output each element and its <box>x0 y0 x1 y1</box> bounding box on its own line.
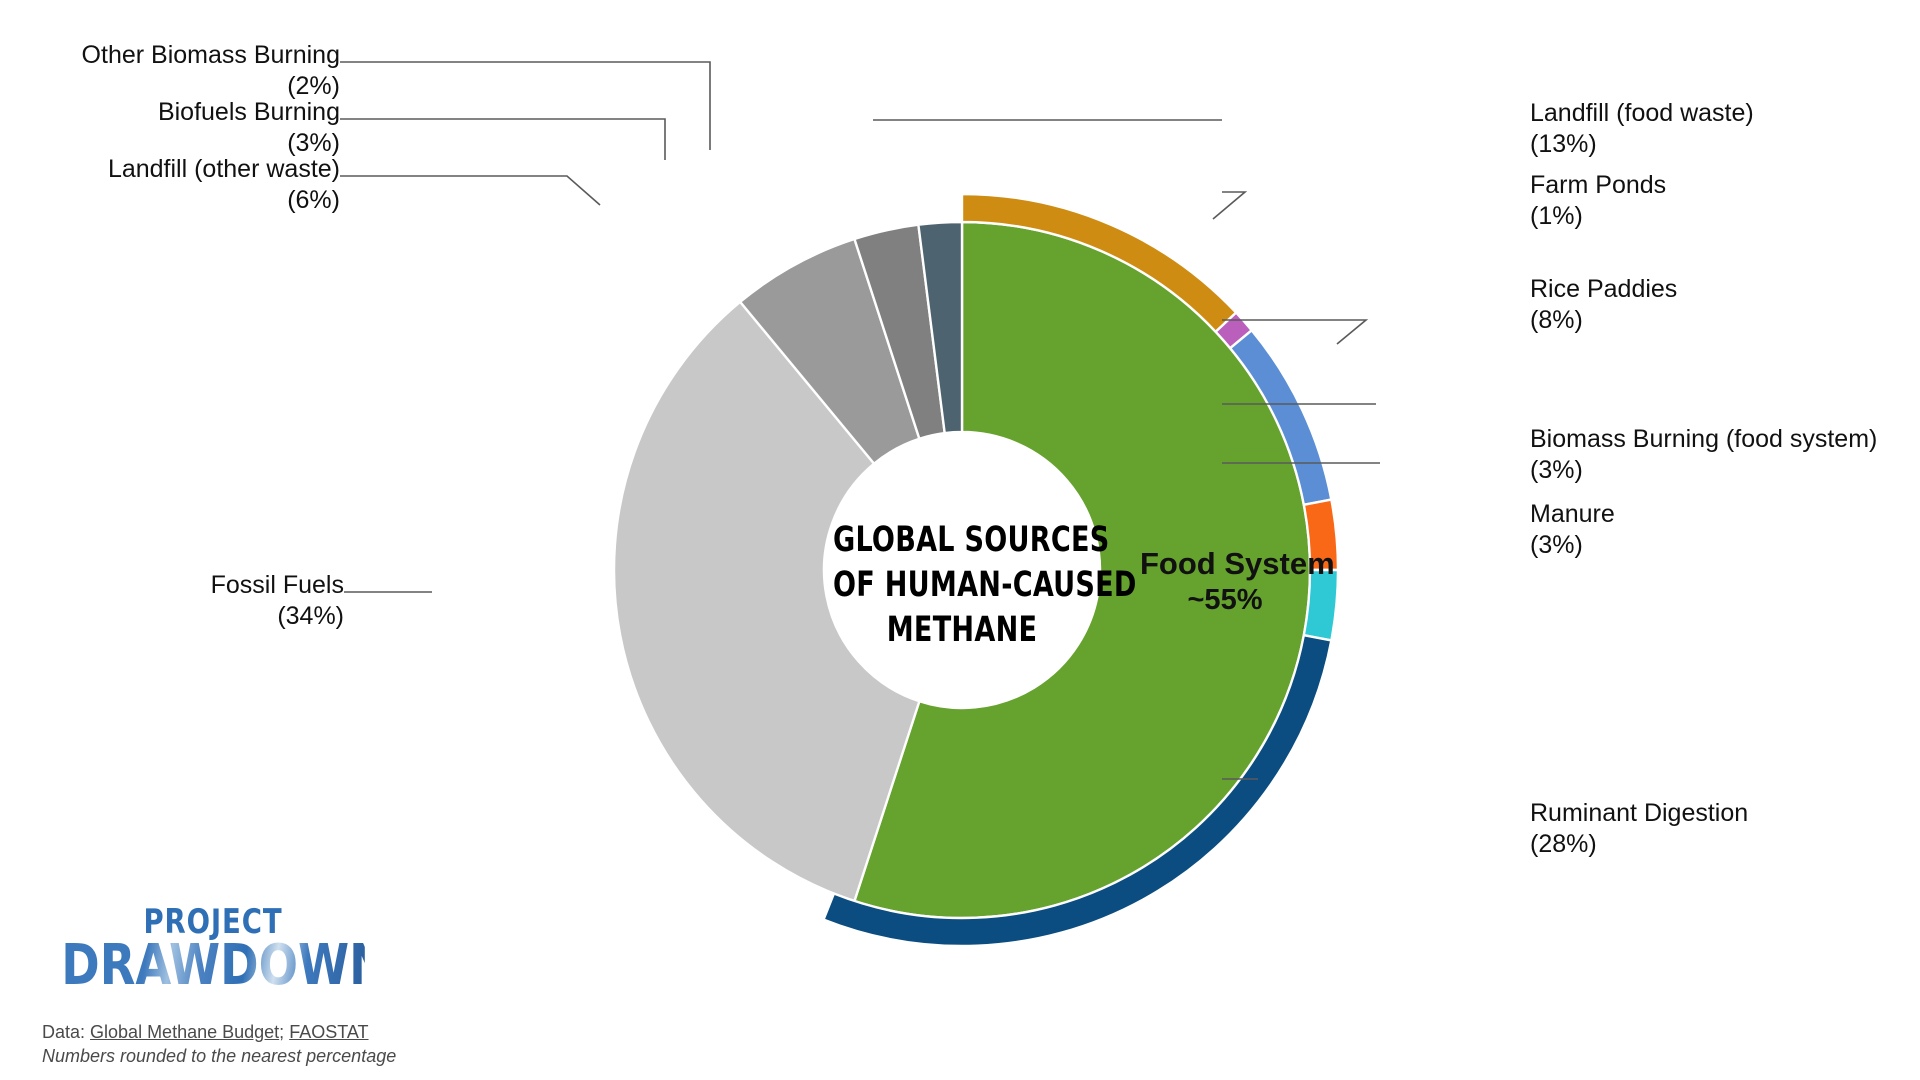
footer-source-global-methane-budget[interactable]: Global Methane Budget <box>90 1022 280 1042</box>
label-biofuels-burning: Biofuels Burning (3%) <box>158 97 340 159</box>
label-fossil-fuels: Fossil Fuels (34%) <box>211 570 344 632</box>
footer-notes: Data: Global Methane Budget; FAOSTAT Num… <box>42 1020 396 1068</box>
center-title-line-1: GLOBAL SOURCES <box>833 520 1110 560</box>
donut-center-hole <box>824 432 1100 708</box>
logo-line-drawdown: DRAWDOWN <box>61 933 388 998</box>
label-farm-ponds: Farm Ponds (1%) <box>1530 170 1666 232</box>
label-farm-ponds-pct: (1%) <box>1530 202 1583 230</box>
label-rice-paddies-pct: (8%) <box>1530 306 1583 334</box>
label-fossil-fuels-pct: (34%) <box>277 602 344 630</box>
label-manure-pct: (3%) <box>1530 531 1583 559</box>
label-landfill-other-waste-name: Landfill (other waste) <box>107 155 340 183</box>
footer-data-sources: Data: Global Methane Budget; FAOSTAT <box>42 1020 396 1044</box>
footer-rounding-note: Numbers rounded to the nearest percentag… <box>42 1046 397 1066</box>
label-rice-paddies: Rice Paddies (8%) <box>1530 274 1677 336</box>
label-ruminant-digestion: Ruminant Digestion (28%) <box>1530 798 1748 860</box>
footer-data-prefix: Data: <box>42 1022 91 1042</box>
label-ruminant-digestion-pct: (28%) <box>1530 830 1597 858</box>
label-other-biomass-burning-pct: (2%) <box>287 72 340 100</box>
center-title-line-3: METHANE <box>886 610 1038 650</box>
pie-slice-ruminant-digestion <box>822 634 1333 948</box>
logo-line-project: PROJECT <box>143 902 283 942</box>
label-rice-paddies-name: Rice Paddies <box>1530 275 1678 303</box>
label-landfill-food-waste-name: Landfill (food waste) <box>1530 99 1754 127</box>
label-farm-ponds-name: Farm Ponds <box>1530 171 1667 199</box>
label-biomass-burning-food-name: Biomass Burning (food system) <box>1530 425 1878 453</box>
project-drawdown-logo: PROJECT DRAWDOWN <box>48 902 388 998</box>
label-landfill-food-waste: Landfill (food waste) (13%) <box>1530 98 1754 160</box>
label-landfill-food-waste-pct: (13%) <box>1530 130 1597 158</box>
label-manure-name: Manure <box>1530 500 1615 528</box>
label-fossil-fuels-name: Fossil Fuels <box>210 571 344 599</box>
label-manure: Manure (3%) <box>1530 499 1615 561</box>
label-other-biomass-burning: Other Biomass Burning (2%) <box>82 40 340 102</box>
food-system-segment-label: Food System ~55% <box>1140 545 1335 619</box>
food-system-name-line1: Food <box>1140 546 1216 581</box>
label-ruminant-digestion-name: Ruminant Digestion <box>1530 799 1749 827</box>
label-landfill-other-waste: Landfill (other waste) (6%) <box>108 154 340 216</box>
label-biomass-burning-food: Biomass Burning (food system) (3%) <box>1530 424 1877 486</box>
food-system-percent: ~55% <box>1187 584 1263 616</box>
label-landfill-other-waste-pct: (6%) <box>287 186 340 214</box>
label-biomass-burning-food-pct: (3%) <box>1530 456 1583 484</box>
page-title: GLOBAL SOURCES OF HUMAN-CAUSED METHANE <box>833 518 1137 653</box>
center-title-line-2: OF HUMAN-CAUSED <box>833 565 1137 605</box>
food-system-name-line2: System <box>1224 546 1335 581</box>
label-other-biomass-burning-name: Other Biomass Burning <box>81 41 340 69</box>
label-biofuels-burning-name: Biofuels Burning <box>157 98 340 126</box>
footer-source-faostat[interactable]: FAOSTAT <box>289 1022 369 1042</box>
label-biofuels-burning-pct: (3%) <box>287 129 340 157</box>
footer-source-separator: ; <box>279 1022 290 1042</box>
